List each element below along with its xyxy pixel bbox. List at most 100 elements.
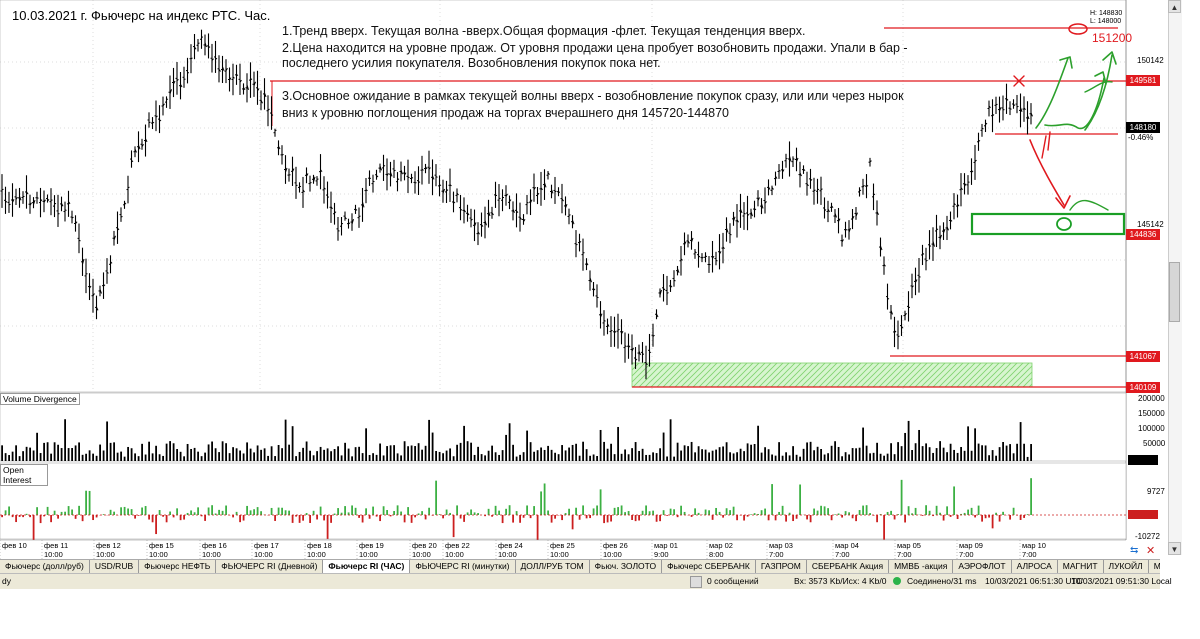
volume-bar-19	[67, 448, 70, 461]
volume-bar-118	[414, 446, 416, 461]
volume-bar-63	[221, 441, 224, 461]
volume-indicator-label[interactable]: Volume Divergence	[0, 393, 80, 405]
volume-bar-181	[634, 442, 637, 461]
volume-bar-2	[8, 455, 10, 461]
volume-bar-235	[823, 454, 826, 461]
tab-3[interactable]: ФЬЮЧЕРС RI (Дневной)	[216, 560, 324, 574]
volume-bar-269	[942, 447, 945, 461]
tab-10[interactable]: СБЕРБАНК Акция	[807, 560, 890, 574]
oi-bar-203	[711, 515, 714, 520]
oi-bar-127	[445, 509, 448, 515]
volume-bar-243	[851, 448, 854, 461]
price-label-140109: 140109	[1126, 382, 1160, 393]
scroll-up-icon[interactable]: ▲	[1168, 0, 1181, 13]
oi-bar-167	[585, 515, 588, 519]
volume-bar-82	[288, 444, 290, 461]
oi-bar-153	[536, 515, 539, 545]
oi-bar-140	[491, 515, 493, 517]
volume-bar-29	[102, 450, 105, 461]
oi-bar-99	[347, 512, 350, 515]
volume-bar-155	[543, 449, 546, 461]
oi-bar-222	[778, 511, 780, 515]
volume-bar-112	[393, 445, 395, 461]
oi-bar-148	[519, 515, 521, 523]
volume-bar-230	[806, 442, 808, 461]
messages-icon[interactable]	[690, 576, 702, 588]
volume-bar-78	[274, 456, 276, 461]
volume-bar-137	[480, 454, 483, 461]
status-messages[interactable]: 0 сообщений	[707, 576, 759, 586]
tab-6[interactable]: ДОЛЛ/РУБ ТОМ	[516, 560, 590, 574]
tab-5[interactable]: ФЬЮЧЕРС RI (минутки)	[410, 560, 516, 574]
tab-9[interactable]: ГАЗПРОМ	[756, 560, 807, 574]
close-icon[interactable]: ✕	[1146, 545, 1156, 557]
tab-11[interactable]: ММВБ -акция	[889, 560, 954, 574]
tab-2[interactable]: Фьючерс НЕФТЬ	[139, 560, 217, 574]
volume-bar-160	[561, 445, 563, 461]
link-icon[interactable]: ⇆	[1130, 545, 1139, 556]
oi-bar-56	[197, 507, 199, 515]
tab-12[interactable]: АЭРОФЛОТ	[953, 560, 1012, 574]
tab-4[interactable]: Фьючерс RI (ЧАС)	[323, 560, 411, 574]
tab-8[interactable]: Фьючерс СБЕРБАНК	[662, 560, 756, 574]
volume-bar-223	[781, 455, 784, 461]
volume-bar-92	[323, 449, 325, 461]
volume-bar-242	[848, 454, 850, 461]
oi-bar-204	[715, 507, 717, 515]
tab-0[interactable]: Фьючерс (долл/руб)	[0, 560, 90, 574]
tab-13[interactable]: АЛРОСА	[1012, 560, 1058, 574]
oi-bar-217	[760, 510, 763, 515]
volume-bar-38	[134, 453, 136, 461]
oi-bar-26	[92, 515, 94, 521]
chart-canvas[interactable]	[0, 0, 1160, 560]
volume-bar-150	[526, 430, 528, 461]
oi-bar-274	[960, 513, 962, 515]
time-label-17: мар 05 7:00	[897, 541, 921, 559]
scroll-down-icon[interactable]: ▼	[1168, 542, 1181, 555]
oi-bar-145	[508, 505, 511, 515]
volume-bar-128	[449, 448, 451, 461]
volume-bar-222	[778, 442, 780, 461]
oi-bar-272	[953, 486, 955, 515]
tab-1[interactable]: USD/RUB	[90, 560, 140, 574]
oi-bar-253	[886, 511, 889, 515]
oi-bar-78	[274, 515, 276, 521]
chart-tabs: Фьючерс (долл/руб) USD/RUB Фьючерс НЕФТЬ ФЬ…	[0, 559, 1160, 574]
oi-indicator-label[interactable]: Open Interest	[0, 464, 48, 486]
tab-16[interactable]: МТС	[1149, 560, 1160, 574]
tab-7[interactable]: Фьюч. ЗОЛОТО	[590, 560, 663, 574]
oi-bar-168	[589, 515, 591, 519]
volume-bar-11	[39, 453, 42, 461]
tab-15[interactable]: ЛУКОЙЛ	[1104, 560, 1149, 574]
oi-bar-3	[11, 515, 14, 518]
volume-bar-233	[816, 446, 819, 461]
oi-bar-132	[463, 515, 465, 522]
oi-bar-197	[690, 515, 693, 517]
volume-bar-216	[757, 425, 759, 461]
oi-bar-79	[277, 507, 280, 515]
date-label: мар 03	[769, 541, 793, 550]
volume-bar-21	[74, 445, 77, 461]
volume-bar-28	[99, 444, 101, 461]
price-label-144836: 144836	[1126, 229, 1160, 240]
oi-bar-98	[344, 506, 346, 515]
oi-bar-119	[417, 513, 420, 515]
oi-bar-37	[130, 509, 133, 515]
tab-14[interactable]: МАГНИТ	[1058, 560, 1104, 574]
volume-bar-7	[25, 446, 28, 461]
oi-bar-94	[330, 515, 332, 523]
oi-bar-174	[610, 515, 612, 522]
cross-mark	[1013, 75, 1025, 87]
oi-bar-293	[1026, 514, 1029, 515]
oi-bar-116	[407, 507, 409, 515]
volume-bar-173	[606, 448, 609, 461]
oi-bar-147	[515, 511, 518, 515]
oi-bar-162	[568, 508, 570, 515]
oi-bar-10	[36, 507, 38, 515]
oi-bar-139	[487, 508, 490, 515]
scrollbar-thumb[interactable]	[1169, 262, 1180, 322]
volume-bar-131	[459, 442, 462, 461]
oi-bar-183	[641, 510, 644, 515]
oi-bar-117	[410, 515, 413, 523]
volume-bar-114	[400, 455, 402, 461]
